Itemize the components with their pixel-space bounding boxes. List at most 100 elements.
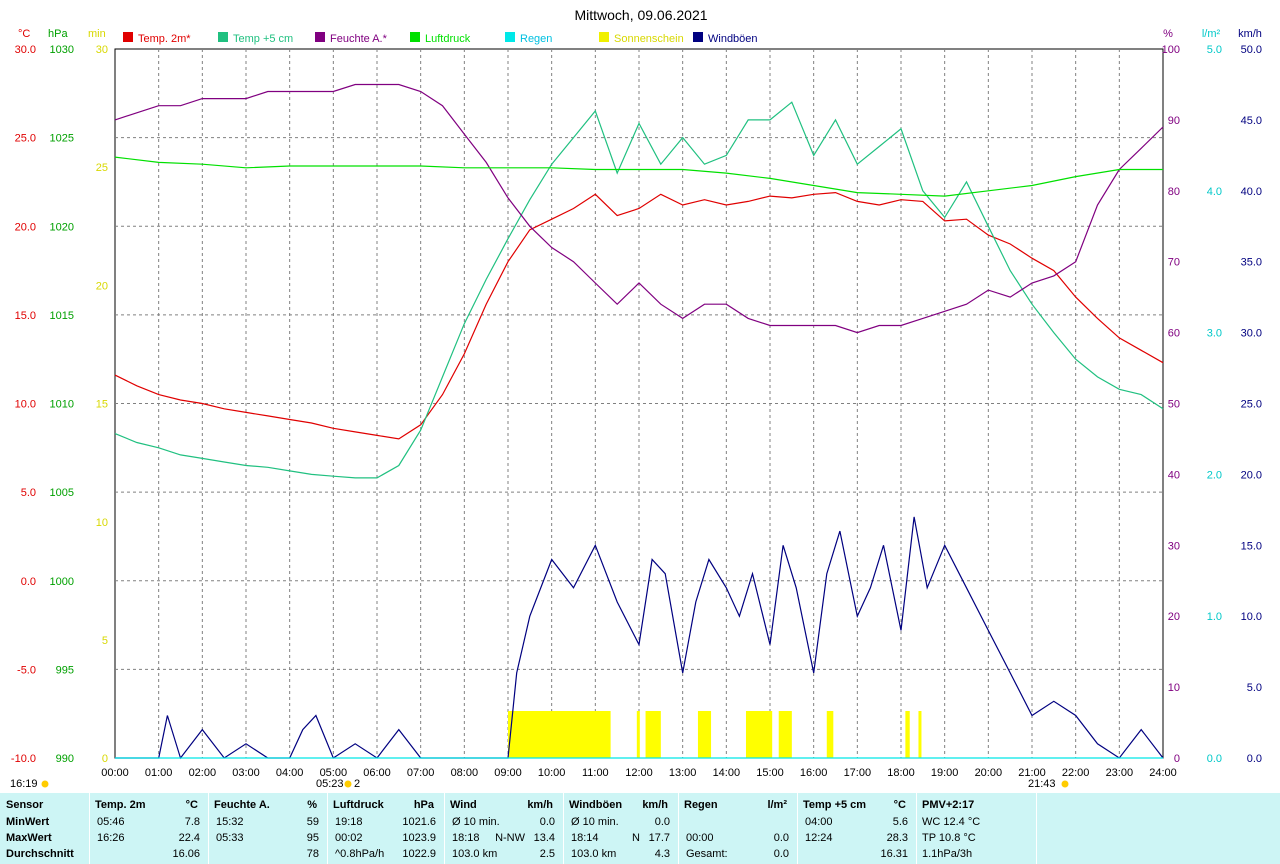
legend-label: Sonnenschein xyxy=(614,33,684,45)
series-line-1 xyxy=(114,101,1164,479)
pressure-tick-label: 1005 xyxy=(50,487,74,499)
x-tick-label: 01:00 xyxy=(145,767,173,779)
rain-tick-label: 4.0 xyxy=(1207,186,1222,198)
temp-tick-label: 0.0 xyxy=(21,576,36,588)
pressure-tick-label: 1030 xyxy=(50,44,74,56)
wind-tick-label: 0.0 xyxy=(1247,753,1262,765)
legend-swatch xyxy=(315,32,325,42)
sunshine-bar xyxy=(778,711,792,758)
marker-2-label: 2 xyxy=(354,778,360,790)
x-tick-label: 07:00 xyxy=(407,767,435,779)
summary-cell: hPa xyxy=(413,799,434,811)
summary-cell: 13.4 xyxy=(533,832,555,844)
summary-cell: ^0.8hPa/h xyxy=(335,848,385,860)
legend: Temp. 2m* Temp +5 cm Feuchte A.* Luftdruck R… xyxy=(123,32,758,45)
pressure-tick-label: 1020 xyxy=(50,221,74,233)
temp-tick-label: 20.0 xyxy=(15,221,36,233)
summary-cell: Sensor xyxy=(6,799,44,811)
sunshine-tick-label: 10 xyxy=(96,517,108,529)
weather-chart: Mittwoch, 09.06.2021 00:00 01:00 02:00 03:0… xyxy=(10,7,1262,790)
humidity-tick-label: 30 xyxy=(1168,540,1180,552)
temp-tick-label: 15.0 xyxy=(15,310,36,322)
summary-cell: 22.4 xyxy=(178,832,200,844)
summary-cell: N xyxy=(632,832,640,844)
sunshine-axis-unit: min xyxy=(88,28,106,40)
summary-column: Temp +5 cm °C 04:00 5.6 12:24 28.3 16.31 xyxy=(797,793,917,864)
summary-cell: 0.0 xyxy=(539,816,555,828)
summary-cell: 0.0 xyxy=(773,832,789,844)
summary-cell: °C xyxy=(185,799,198,811)
series-lines xyxy=(114,83,1164,760)
summary-cell: MaxWert xyxy=(6,832,52,844)
summary-cell: 16.06 xyxy=(172,848,200,860)
rain-tick-label: 3.0 xyxy=(1207,328,1222,340)
summary-cell: km/h xyxy=(527,799,553,811)
summary-cell: 1023.9 xyxy=(402,832,436,844)
summary-cell: 00:00 xyxy=(686,832,714,844)
summary-column: PMV+2:17 WC 12.4 °C TP 10.8 °C 1.1hPa/3h xyxy=(916,793,1037,864)
summary-cell: 4.3 xyxy=(654,848,670,860)
summary-cell: °C xyxy=(893,799,906,811)
summary-cell: 0.0 xyxy=(773,848,789,860)
summary-cell: 1.1hPa/3h xyxy=(922,848,973,860)
legend-label: Luftdruck xyxy=(425,33,471,45)
summary-cell: 2.5 xyxy=(539,848,555,860)
x-tick-label: 17:00 xyxy=(844,767,872,779)
wind-tick-label: 25.0 xyxy=(1241,399,1262,411)
pressure-tick-label: 1015 xyxy=(50,310,74,322)
summary-column: Feuchte A.% 15:32 59 05:33 95 78 xyxy=(208,793,328,864)
summary-cell: Wind xyxy=(450,799,477,811)
chart-title: Mittwoch, 09.06.2021 xyxy=(574,7,707,23)
summary-column: Luftdruck hPa 19:18 1021.6 00:02 1023.9 ^0.8hP… xyxy=(327,793,445,864)
rain-tick-label: 1.0 xyxy=(1207,611,1222,623)
temp-tick-label: 10.0 xyxy=(15,399,36,411)
temp-tick-label: 5.0 xyxy=(21,487,36,499)
summary-column: Wind km/h Ø 10 min. 0.0 18:18 N-NW 13.4 103.0 k… xyxy=(444,793,564,864)
humidity-tick-label: 100 xyxy=(1162,44,1180,56)
sunrise-icon xyxy=(344,780,352,788)
summary-cell: Luftdruck xyxy=(333,799,384,811)
humidity-tick-label: 0 xyxy=(1174,753,1180,765)
sunset-label: 21:43 xyxy=(1028,778,1056,790)
summary-cell: 7.8 xyxy=(184,816,200,828)
legend-swatch xyxy=(123,32,133,42)
time-markers: 16:19 05:23 2 21:43 xyxy=(10,778,1069,790)
wind-tick-label: 5.0 xyxy=(1247,682,1262,694)
sunshine-tick-label: 0 xyxy=(102,753,108,765)
x-tick-label: 00:00 xyxy=(101,767,129,779)
x-tick-label: 16:00 xyxy=(800,767,828,779)
summary-cell: 95 xyxy=(306,832,319,844)
wind-tick-label: 35.0 xyxy=(1241,257,1262,269)
plot-grid xyxy=(114,48,1164,759)
x-tick-label: 08:00 xyxy=(451,767,479,779)
summary-column: Regen l/m² 00:00 0.0 Gesamt: 0.0 xyxy=(678,793,798,864)
axis-labels: 00:00 01:00 02:00 03:00 04:00 05:00 06:00 07:00… xyxy=(11,28,1262,779)
x-tick-label: 15:00 xyxy=(756,767,784,779)
legend-label: Regen xyxy=(520,33,552,45)
summary-cell: 12:24 xyxy=(805,832,833,844)
x-tick-label: 05:00 xyxy=(320,767,348,779)
summary-cell: km/h xyxy=(642,799,668,811)
x-tick-label: 12:00 xyxy=(625,767,653,779)
summary-column: Windböen km/h Ø 10 min. 0.0 18:14 N 17.7 103.0 … xyxy=(563,793,679,864)
summary-cell: 103.0 km xyxy=(571,848,617,860)
humidity-tick-label: 10 xyxy=(1168,682,1180,694)
summary-cell: Regen xyxy=(684,799,718,811)
wind-axis-unit: km/h xyxy=(1238,28,1262,40)
left-time-label: 16:19 xyxy=(10,778,38,790)
temp-tick-label: 30.0 xyxy=(15,44,36,56)
summary-cell: 59 xyxy=(306,816,319,828)
summary-column: Temp. 2m °C 05:46 7.8 16:26 22.4 16.06 xyxy=(89,793,209,864)
legend-label: Temp +5 cm xyxy=(233,33,293,45)
x-tick-label: 14:00 xyxy=(713,767,741,779)
series-line-2 xyxy=(114,83,1164,334)
summary-cell: 19:18 xyxy=(335,816,363,828)
rain-tick-label: 5.0 xyxy=(1207,44,1222,56)
sunshine-bar xyxy=(826,711,834,758)
legend-label: Windböen xyxy=(708,33,758,45)
humidity-axis-unit: % xyxy=(1163,28,1173,40)
sunshine-tick-label: 15 xyxy=(96,398,108,410)
rain-tick-label: 0.0 xyxy=(1207,753,1222,765)
wind-tick-label: 10.0 xyxy=(1241,611,1262,623)
summary-column: Sensor MinWert MaxWert Durchschnitt xyxy=(0,793,90,864)
